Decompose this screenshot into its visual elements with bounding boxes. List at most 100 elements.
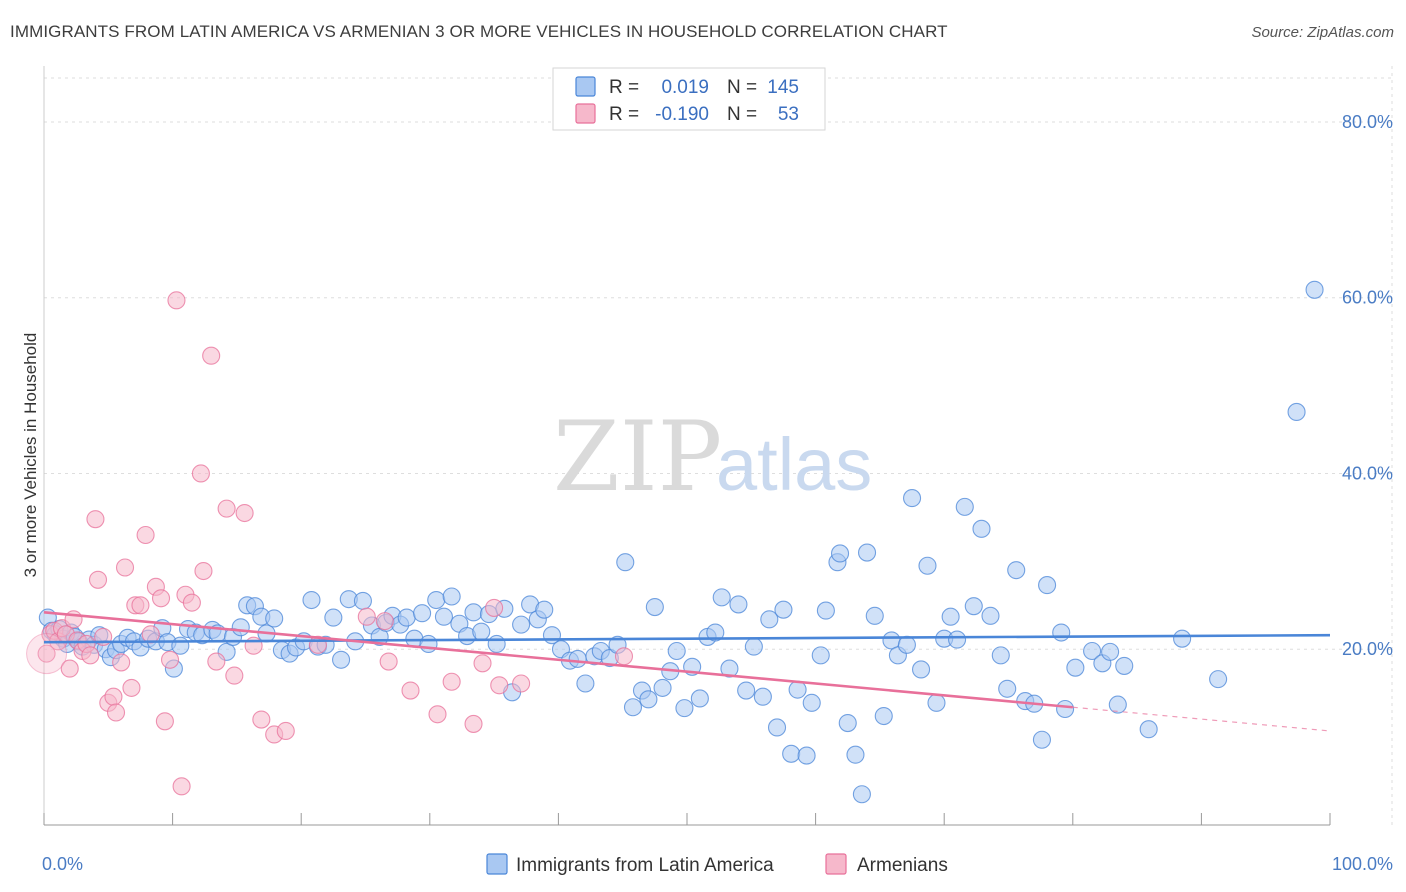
- axes: [43, 66, 1331, 826]
- data-point: [434, 607, 453, 626]
- data-point: [675, 699, 694, 718]
- y-tick-labels: 20.0% 40.0% 60.0% 80.0%: [1342, 112, 1393, 659]
- data-point: [115, 558, 135, 577]
- data-point: [645, 598, 664, 617]
- bottom-legend-swatch-armenian: [825, 853, 847, 875]
- data-point: [639, 690, 658, 709]
- data-point: [744, 637, 763, 656]
- data-point: [846, 745, 865, 764]
- data-point: [667, 641, 686, 661]
- data-point: [782, 744, 801, 763]
- data-point: [225, 666, 244, 685]
- data-point: [160, 650, 180, 669]
- data-point: [838, 714, 857, 733]
- data-point: [324, 608, 343, 627]
- legend-n-label-latin: N =: [727, 77, 757, 98]
- data-point: [760, 610, 779, 629]
- series-points-1: [37, 291, 634, 796]
- data-point: [442, 672, 461, 691]
- source-credit: Source: ZipAtlas.com: [1251, 24, 1394, 41]
- y-tick-label-2: 60.0%: [1342, 288, 1393, 308]
- data-point: [1115, 656, 1134, 675]
- bottom-legend-swatch-latin: [486, 853, 508, 875]
- data-point: [353, 591, 372, 610]
- trend-line-dashed-1: [1072, 706, 1331, 732]
- legend-r-value-armenian: -0.190: [655, 104, 709, 125]
- data-point: [1173, 629, 1192, 648]
- data-point: [998, 679, 1017, 698]
- data-point: [797, 746, 816, 765]
- data-point: [535, 600, 554, 619]
- data-point: [1056, 699, 1075, 719]
- watermark-atlas: atlas: [716, 423, 872, 506]
- data-point: [485, 598, 504, 617]
- data-point: [816, 601, 835, 620]
- data-point: [1209, 670, 1228, 689]
- data-point: [802, 693, 821, 712]
- data-point: [927, 693, 946, 712]
- data-point: [1038, 576, 1057, 595]
- data-point: [379, 652, 398, 671]
- data-point: [151, 589, 171, 608]
- data-point: [490, 676, 509, 695]
- data-point: [720, 659, 739, 678]
- data-point: [1101, 642, 1120, 661]
- data-point: [141, 625, 160, 644]
- data-point: [1007, 561, 1026, 580]
- legend-r-value-latin: 0.019: [661, 77, 709, 98]
- series-legend: Immigrants from Latin America Armenians: [486, 853, 948, 876]
- data-point: [235, 503, 254, 523]
- data-point: [955, 497, 974, 516]
- data-point: [112, 653, 131, 672]
- data-point: [774, 600, 793, 619]
- data-point: [464, 603, 483, 622]
- data-point: [487, 634, 506, 654]
- data-point: [464, 714, 483, 733]
- correlation-legend: R = 0.019 N = 145 R = -0.190 N = 53: [552, 67, 826, 131]
- data-point-large: [26, 633, 68, 675]
- y-axis-label: 3 or more Vehicles in Household: [21, 333, 40, 578]
- data-point: [191, 464, 210, 483]
- legend-box: [552, 67, 826, 131]
- data-point: [136, 525, 155, 545]
- data-point: [767, 718, 787, 737]
- y-tick-label-1: 40.0%: [1342, 463, 1393, 483]
- data-point: [155, 712, 174, 731]
- data-point: [419, 634, 438, 654]
- trend-line-1: [43, 611, 1073, 709]
- data-point: [706, 623, 725, 642]
- data-point: [428, 705, 447, 724]
- data-points: [26, 280, 1324, 804]
- data-point: [788, 680, 807, 699]
- x-tick-labels: 0.0% 100.0%: [42, 854, 1393, 874]
- data-point: [729, 595, 748, 614]
- data-point: [576, 674, 595, 693]
- data-point: [948, 630, 967, 649]
- data-point: [182, 593, 201, 612]
- data-point: [964, 597, 983, 616]
- data-point: [690, 689, 709, 708]
- data-point: [413, 604, 432, 623]
- data-point: [1108, 695, 1127, 714]
- data-point: [912, 660, 931, 679]
- data-point: [753, 687, 772, 706]
- data-point: [1139, 720, 1158, 739]
- data-point: [568, 649, 587, 668]
- data-point: [512, 674, 531, 693]
- legend-n-label-armenian: N =: [727, 104, 757, 125]
- data-point: [265, 609, 284, 628]
- data-point: [865, 606, 884, 625]
- chart-title: IMMIGRANTS FROM LATIN AMERICA VS ARMENIA…: [10, 22, 948, 41]
- data-point: [442, 587, 461, 606]
- data-point: [1066, 658, 1085, 677]
- data-point: [972, 519, 991, 538]
- legend-r-label-latin: R =: [609, 77, 639, 98]
- y-tick-label-3: 80.0%: [1342, 112, 1393, 132]
- data-point: [614, 647, 634, 666]
- data-point: [852, 785, 871, 804]
- data-point: [941, 607, 960, 626]
- data-point: [60, 659, 79, 678]
- data-point: [512, 615, 531, 634]
- trend-lines: [43, 611, 1331, 732]
